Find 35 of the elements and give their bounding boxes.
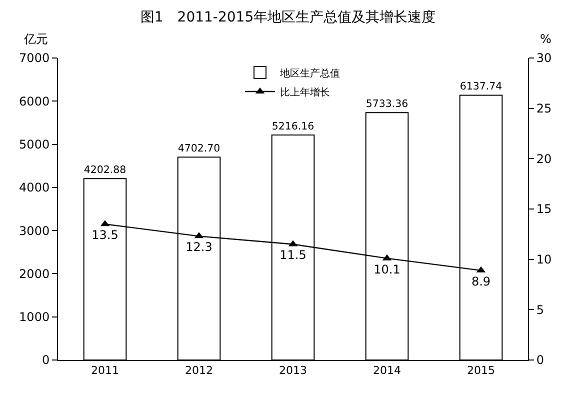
y2-tick-label: 10	[536, 252, 552, 267]
x-tick-label: 2014	[373, 364, 401, 378]
y-tick-label: 2000	[19, 266, 50, 281]
y-tick-label: 6000	[19, 94, 50, 108]
x-tick-label: 2012	[185, 364, 213, 378]
data-label: 13.5	[92, 228, 118, 242]
data-label: 5216.16	[272, 121, 314, 132]
y-tick-label: 3000	[19, 224, 50, 238]
y2-tick-label: 25	[536, 102, 552, 116]
x-tick-label: 2013	[279, 364, 307, 378]
data-label: 4702.70	[178, 144, 220, 155]
y-tick-label: 5000	[19, 137, 50, 152]
y-tick-label: 1000	[19, 310, 50, 324]
legend-label: 地区生产总值	[279, 67, 340, 80]
data-label: 4202.88	[84, 165, 126, 176]
x-tick-label: 2015	[467, 364, 495, 378]
data-label: 5733.36	[366, 99, 408, 110]
x-tick-label: 2011	[91, 364, 119, 378]
y2-tick-label: 20	[536, 152, 552, 166]
y2-tick-label: 30	[536, 51, 552, 66]
y2-axis-title: %	[540, 32, 552, 46]
y-tick-label: 4000	[19, 180, 50, 195]
y2-tick-label: 0	[536, 353, 544, 368]
data-label: 11.5	[280, 248, 306, 262]
data-label: 10.1	[374, 262, 400, 276]
y2-tick-label: 5	[536, 302, 544, 317]
y-axis-title: 亿元	[23, 32, 48, 46]
data-label: 8.9	[471, 274, 491, 288]
legend-label: 比上年增长	[280, 86, 330, 98]
data-label: 6137.74	[460, 82, 502, 93]
chart-title: 图1 2011-2015年地区生产总值及其增长速度	[140, 10, 436, 26]
y2-tick-label: 15	[536, 202, 552, 216]
y-tick-label: 0	[42, 353, 50, 368]
data-label: 12.3	[186, 240, 212, 254]
y-tick-label: 7000	[19, 51, 50, 66]
